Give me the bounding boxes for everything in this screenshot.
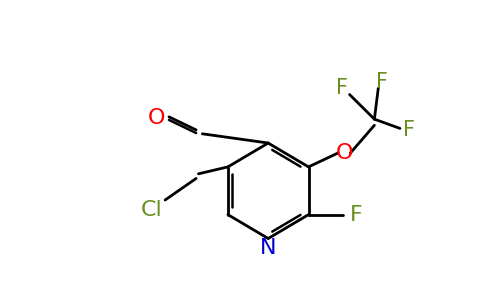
Text: O: O bbox=[335, 143, 353, 163]
Text: F: F bbox=[403, 120, 415, 140]
Text: N: N bbox=[260, 238, 276, 258]
Text: F: F bbox=[336, 78, 348, 98]
Text: Cl: Cl bbox=[141, 200, 163, 220]
Text: F: F bbox=[376, 72, 388, 92]
Text: F: F bbox=[349, 205, 362, 225]
Text: O: O bbox=[148, 108, 166, 128]
